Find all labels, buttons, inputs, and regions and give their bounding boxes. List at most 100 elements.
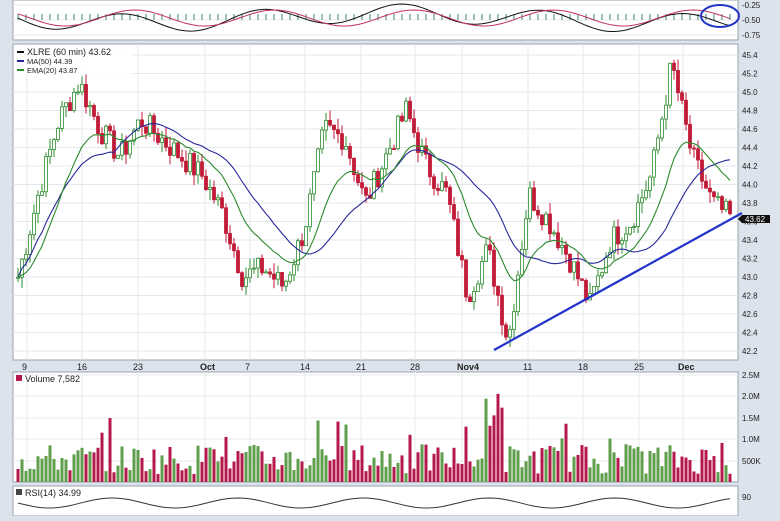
candle-body bbox=[308, 193, 312, 228]
candle-body bbox=[64, 102, 68, 108]
macd-histogram-bar bbox=[337, 14, 339, 20]
moving-averages bbox=[17, 123, 731, 282]
macd-histogram-bar bbox=[369, 14, 371, 20]
volume-bar bbox=[88, 451, 92, 482]
x-tick-label: 16 bbox=[77, 362, 87, 372]
candle-body bbox=[320, 129, 324, 150]
candle-body bbox=[496, 285, 500, 296]
candle-body bbox=[212, 186, 216, 201]
macd-histogram-bar bbox=[489, 14, 491, 20]
volume-bar bbox=[108, 418, 112, 482]
candle-body bbox=[492, 249, 496, 287]
macd-histogram-bar bbox=[569, 14, 571, 20]
volume-bar bbox=[528, 455, 532, 482]
macd-histogram-bar bbox=[17, 14, 19, 20]
rsi-label-text: RSI(14) 34.99 bbox=[25, 488, 81, 498]
candle-body bbox=[624, 233, 628, 242]
macd-histogram-bar bbox=[697, 14, 699, 20]
volume-bar bbox=[56, 469, 60, 482]
candle-body bbox=[88, 105, 92, 108]
volume-bar bbox=[204, 447, 208, 482]
volume-bar bbox=[348, 470, 352, 482]
macd-histogram-bar bbox=[441, 14, 443, 20]
macd-histogram-bar bbox=[561, 14, 563, 20]
x-tick-label: Oct bbox=[200, 362, 215, 372]
volume-bar bbox=[76, 450, 80, 482]
legend-label: XLRE (60 min) 43.62 bbox=[27, 47, 111, 57]
candle-body bbox=[192, 153, 196, 176]
volume-bar bbox=[68, 470, 72, 482]
candle-body bbox=[440, 181, 444, 191]
candle-body bbox=[512, 311, 516, 331]
macd-histogram-bar bbox=[449, 14, 451, 20]
candle-body bbox=[436, 188, 440, 191]
volume-bar bbox=[408, 434, 412, 482]
candle-body bbox=[416, 132, 420, 153]
macd-lines bbox=[17, 3, 731, 32]
macd-histogram-bar bbox=[649, 14, 651, 20]
volume-bar bbox=[312, 457, 316, 482]
candle-body bbox=[528, 187, 532, 220]
macd-y-tick: -0.75 bbox=[742, 31, 761, 40]
price-y-tick: 42.2 bbox=[742, 347, 758, 356]
candle-body bbox=[292, 264, 296, 276]
candle-body bbox=[332, 124, 336, 131]
x-tick-label: Dec bbox=[678, 362, 695, 372]
volume-bar bbox=[712, 456, 716, 482]
volume-bar bbox=[540, 448, 544, 482]
volume-bar bbox=[396, 462, 400, 482]
volume-bar bbox=[96, 447, 100, 482]
price-y-tick: 43.4 bbox=[742, 236, 758, 245]
candle-body bbox=[204, 175, 208, 190]
volume-bar bbox=[276, 469, 280, 482]
macd-histogram-bar bbox=[417, 14, 419, 20]
candle-body bbox=[464, 259, 468, 298]
candle-body bbox=[472, 291, 476, 303]
candle-body bbox=[456, 218, 460, 256]
price-y-tick: 44.8 bbox=[742, 107, 758, 116]
candle-body bbox=[468, 296, 472, 303]
volume-bars bbox=[16, 393, 732, 482]
price-y-tick: 45.2 bbox=[742, 70, 758, 79]
volume-bar bbox=[632, 448, 636, 482]
candle-body bbox=[392, 148, 396, 150]
macd-histogram-bar bbox=[97, 14, 99, 20]
volume-bar bbox=[720, 442, 724, 482]
volume-bar bbox=[232, 461, 236, 482]
x-tick-label: 7 bbox=[245, 362, 250, 372]
candle-body bbox=[260, 257, 264, 274]
volume-bar bbox=[696, 473, 700, 482]
candle-body bbox=[348, 146, 352, 159]
candle-body bbox=[120, 141, 124, 156]
x-tick-label: 21 bbox=[356, 362, 366, 372]
volume-bar bbox=[564, 423, 568, 482]
volume-bar bbox=[248, 446, 252, 482]
volume-bar bbox=[16, 468, 20, 482]
candle-body bbox=[224, 207, 228, 234]
volume-bar bbox=[480, 458, 484, 482]
candle-body bbox=[504, 324, 508, 338]
macd-histogram-bar bbox=[49, 14, 51, 20]
volume-bar bbox=[272, 456, 276, 482]
candle-body bbox=[312, 171, 316, 195]
volume-label: Volume 7,582 bbox=[16, 374, 80, 384]
candle-body bbox=[280, 272, 284, 287]
candle-body bbox=[268, 271, 272, 275]
volume-bar bbox=[336, 421, 340, 482]
candle-body bbox=[344, 146, 348, 150]
volume-bar bbox=[664, 451, 668, 482]
volume-bar bbox=[728, 473, 732, 482]
volume-bar bbox=[316, 420, 320, 482]
candle-body bbox=[540, 214, 544, 226]
macd-histogram-bar bbox=[321, 14, 323, 20]
legend-label: MA(50) 44.39 bbox=[27, 57, 72, 66]
candle-body bbox=[112, 130, 116, 159]
volume-bar bbox=[588, 467, 592, 482]
volume-bar bbox=[304, 468, 308, 482]
candle-body bbox=[256, 257, 260, 269]
volume-bar bbox=[680, 456, 684, 482]
volume-bar bbox=[532, 451, 536, 482]
macd-histogram-bar bbox=[81, 14, 83, 20]
volume-bar bbox=[112, 472, 116, 482]
